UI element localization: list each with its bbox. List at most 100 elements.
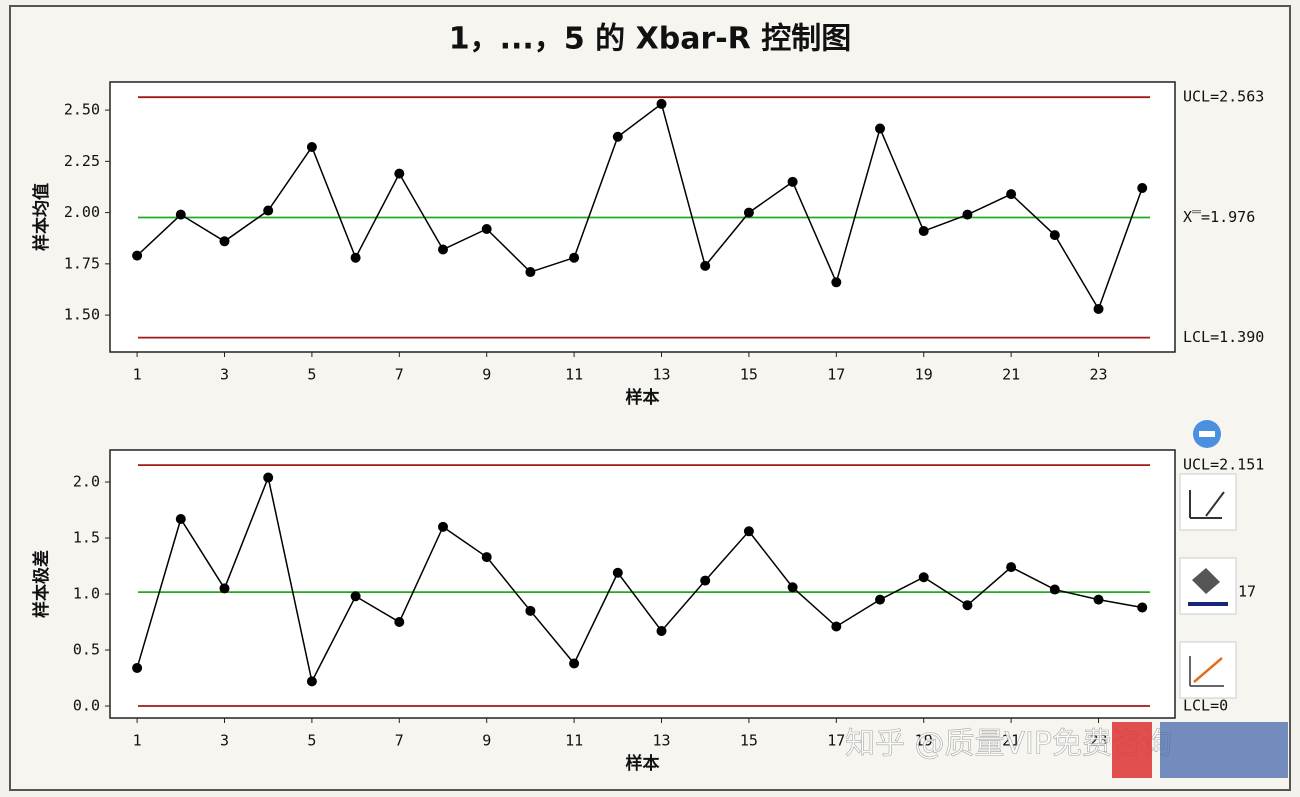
point bbox=[1093, 303, 1104, 314]
x-tick-label: 23 bbox=[1089, 366, 1107, 384]
point bbox=[394, 617, 405, 628]
point bbox=[875, 123, 886, 134]
point bbox=[132, 250, 143, 261]
point bbox=[1137, 602, 1148, 613]
fill-icon bbox=[1192, 568, 1220, 594]
point bbox=[306, 141, 317, 152]
chart-title: 1，...，5 的 Xbar-R 控制图 bbox=[449, 22, 851, 57]
edit-icon bbox=[1189, 490, 1225, 519]
line-icon-frame bbox=[1189, 656, 1224, 687]
y-tick-label: 2.00 bbox=[64, 203, 100, 221]
x-tick-label: 5 bbox=[307, 366, 316, 384]
point bbox=[481, 223, 492, 234]
point bbox=[700, 260, 711, 271]
y-tick-label: 2.50 bbox=[64, 101, 100, 119]
point bbox=[219, 583, 230, 594]
point bbox=[219, 236, 230, 247]
point bbox=[743, 526, 754, 537]
toolbar[interactable] bbox=[1179, 420, 1237, 699]
y-tick-label: 0.5 bbox=[73, 641, 100, 659]
point bbox=[569, 658, 580, 669]
logo bbox=[1112, 722, 1288, 778]
point bbox=[350, 591, 361, 602]
point bbox=[175, 513, 186, 524]
point bbox=[394, 168, 405, 179]
x-tick-label: 9 bbox=[482, 732, 491, 750]
lcl-label: LCL=1.390 bbox=[1183, 328, 1264, 346]
point bbox=[175, 209, 186, 220]
point bbox=[1049, 584, 1060, 595]
point bbox=[1093, 594, 1104, 605]
logo-text-block bbox=[1160, 722, 1288, 778]
logo-mark bbox=[1112, 722, 1152, 778]
point bbox=[438, 521, 449, 532]
series-line bbox=[136, 102, 1143, 311]
point bbox=[831, 621, 842, 632]
point bbox=[263, 472, 274, 483]
y-tick-label: 1.50 bbox=[64, 306, 100, 324]
x-tick-label: 19 bbox=[915, 732, 933, 750]
point bbox=[525, 267, 536, 278]
x-tick-label: 11 bbox=[565, 366, 583, 384]
ucl-label: UCL=2.563 bbox=[1183, 88, 1264, 106]
series-line bbox=[136, 474, 1143, 684]
point bbox=[918, 226, 929, 237]
x-tick-label: 19 bbox=[915, 366, 933, 384]
x-axis-label: 样本 bbox=[626, 387, 660, 408]
point bbox=[132, 662, 143, 673]
x-tick-label: 7 bbox=[395, 732, 404, 750]
x-tick-label: 3 bbox=[220, 732, 229, 750]
point bbox=[656, 625, 667, 636]
y-tick-label: 1.5 bbox=[73, 529, 100, 547]
point bbox=[612, 567, 623, 578]
x-tick-label: 23 bbox=[1089, 732, 1107, 750]
x-axis-label: 样本 bbox=[626, 753, 660, 774]
point bbox=[831, 277, 842, 288]
point bbox=[787, 582, 798, 593]
lcl-label: LCL=0 bbox=[1183, 697, 1228, 715]
x-tick-label: 7 bbox=[395, 366, 404, 384]
point bbox=[306, 676, 317, 687]
x-tick-label: 15 bbox=[740, 732, 758, 750]
plots: 1，...，5 的 Xbar-R 控制图 1.50 1.75 2.00 2.25 2.50… bbox=[31, 22, 1264, 775]
x-tick-label: 1 bbox=[133, 366, 142, 384]
center-label: 17 bbox=[1238, 583, 1256, 601]
point bbox=[438, 244, 449, 255]
x-tick-label: 13 bbox=[652, 732, 670, 750]
y-tick-label: 1.0 bbox=[73, 585, 100, 603]
y-axis-label: 样本均值 bbox=[31, 183, 52, 251]
line-icon bbox=[1193, 657, 1223, 683]
x-tick-label: 1 bbox=[133, 732, 142, 750]
x-tick-label: 17 bbox=[827, 732, 845, 750]
center-label: X̿=1.976 bbox=[1183, 208, 1255, 226]
minus-icon bbox=[1199, 431, 1215, 437]
x-tick-label: 21 bbox=[1002, 366, 1020, 384]
point bbox=[787, 176, 798, 187]
x-tick-label: 9 bbox=[482, 366, 491, 384]
x-tick-label: 21 bbox=[1002, 732, 1020, 750]
y-axis-label: 样本极差 bbox=[31, 550, 52, 618]
point bbox=[569, 252, 580, 263]
point bbox=[875, 594, 886, 605]
y-tick-label: 0.0 bbox=[73, 697, 100, 715]
point bbox=[700, 575, 711, 586]
point bbox=[656, 98, 667, 109]
x-tick-label: 15 bbox=[740, 366, 758, 384]
x-tick-label: 5 bbox=[307, 732, 316, 750]
point bbox=[1137, 182, 1148, 193]
y-tick-label: 1.75 bbox=[64, 254, 100, 272]
x-tick-label: 11 bbox=[565, 732, 583, 750]
edit-button[interactable] bbox=[1179, 473, 1237, 531]
point bbox=[481, 552, 492, 563]
point bbox=[962, 209, 973, 220]
y-tick-label: 2.0 bbox=[73, 473, 100, 491]
point bbox=[1006, 189, 1017, 200]
x-tick-label: 3 bbox=[220, 366, 229, 384]
point bbox=[918, 572, 929, 583]
point bbox=[525, 605, 536, 616]
ucl-label: UCL=2.151 bbox=[1183, 456, 1264, 474]
fill-swatch bbox=[1188, 602, 1228, 606]
point bbox=[263, 205, 274, 216]
plot-area bbox=[109, 449, 1176, 719]
